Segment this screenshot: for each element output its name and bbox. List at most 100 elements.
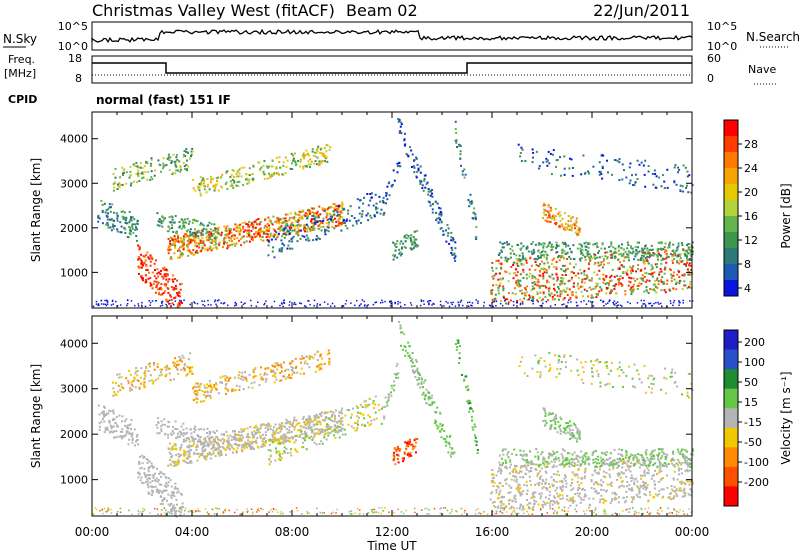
heatmap-cell [332,428,335,431]
heatmap-cell [333,213,336,216]
heatmap-cell [112,303,114,305]
heatmap-cell [259,169,262,172]
heatmap-cell [121,428,124,431]
heatmap-cell [590,288,593,291]
heatmap-cell [284,425,286,428]
heatmap-cell [200,428,203,431]
heatmap-cell [686,184,688,187]
heatmap-cell [454,247,457,250]
heatmap-cell [405,447,408,450]
heatmap-cell [149,477,151,480]
heatmap-cell [582,295,584,298]
heatmap-cell [394,244,396,247]
heatmap-cell [272,432,275,435]
heatmap-cell [154,379,157,382]
heatmap-cell [183,449,185,452]
y-tick-label: 3000 [60,177,88,190]
heatmap-cell [234,243,237,246]
heatmap-cell [662,257,664,260]
heatmap-cell [344,414,347,417]
heatmap-cell [626,273,629,276]
heatmap-cell [689,253,692,256]
heatmap-cell [174,460,177,463]
heatmap-cell [294,152,296,155]
heatmap-cell [327,417,330,420]
heatmap-cell [356,411,359,414]
heatmap-cell [629,288,632,291]
heatmap-cell [138,387,141,390]
heatmap-cell [576,305,578,307]
heatmap-cell [144,171,147,174]
heatmap-cell [301,155,304,158]
freq-unit-label: [MHz] [4,67,36,80]
heatmap-cell [417,167,420,170]
heatmap-cell [211,446,214,449]
heatmap-cell [186,246,189,249]
heatmap-cell [670,273,672,276]
heatmap-cell [199,441,202,444]
heatmap-cell [106,301,109,303]
heatmap-cell [559,295,562,298]
heatmap-cell [200,181,203,184]
heatmap-cell [138,180,141,182]
heatmap-cell [578,227,581,230]
heatmap-cell [681,288,684,290]
heatmap-cell [502,246,505,249]
heatmap-cell [317,147,319,150]
heatmap-cell [241,236,244,239]
heatmap-cell [539,291,542,294]
heatmap-cell [545,258,548,261]
heatmap-cell [563,297,566,300]
heatmap-cell [656,250,659,253]
heatmap-cell [276,438,279,441]
heatmap-cell [440,212,443,215]
heatmap-cell [539,256,542,259]
heatmap-cell [116,424,119,427]
heatmap-cell [309,420,312,423]
heatmap-cell [303,165,306,168]
heatmap-cell [167,302,170,305]
heatmap-cell [153,262,156,265]
heatmap-cell [285,428,288,431]
heatmap-cell [461,170,464,173]
heatmap-cell [683,273,686,276]
heatmap-cell [294,228,297,230]
heatmap-cell [120,225,123,228]
heatmap-cell [134,229,137,231]
heatmap-cell [160,301,163,303]
heatmap-cell [662,282,665,285]
heatmap-cell [165,486,168,488]
heatmap-cell [605,292,608,295]
heatmap-cell [525,261,528,264]
heatmap-cell [207,445,210,448]
heatmap-cell [179,246,181,249]
heatmap-cell [193,427,196,430]
heatmap-cell [655,291,658,294]
heatmap-cell [409,247,412,250]
heatmap-cell [544,268,547,271]
heatmap-cell [182,422,185,425]
heatmap-cell [318,227,321,230]
heatmap-cell [575,220,578,223]
heatmap-cell [586,276,589,279]
heatmap-cell [203,457,206,460]
heatmap-cell [239,437,242,440]
heatmap-cell [540,255,543,257]
heatmap-cell [428,201,431,204]
heatmap-cell [595,282,598,285]
heatmap-cell [313,414,316,417]
heatmap-cell [462,304,464,307]
heatmap-cell [298,229,301,232]
heatmap-cell [325,156,328,159]
heatmap-cell [539,269,541,272]
heatmap-cell [126,424,129,427]
heatmap-cell [324,230,326,233]
heatmap-cell [439,304,442,306]
heatmap-cell [545,286,548,289]
heatmap-cell [396,171,399,174]
heatmap-cell [308,357,311,360]
heatmap-cell [409,237,412,240]
heatmap-cell [123,168,126,171]
heatmap-cell [404,132,406,135]
heatmap-cell [412,165,415,168]
